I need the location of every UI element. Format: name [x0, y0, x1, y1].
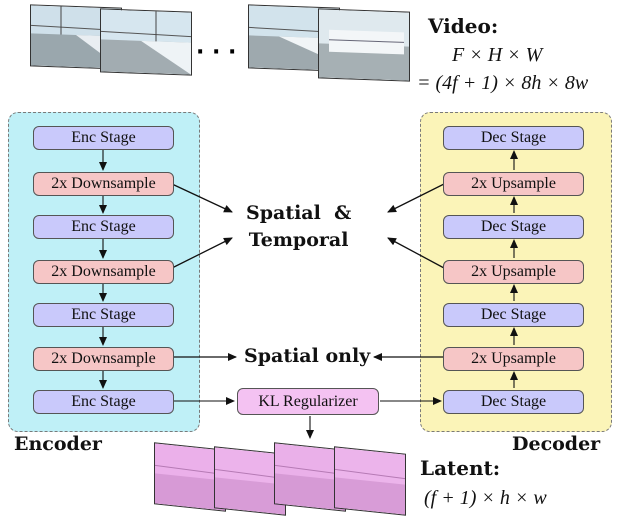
dec-stage-3: Dec Stage [443, 303, 584, 327]
latent-formula: (f + 1) × h × w [424, 487, 547, 509]
up-to-spatial-temporal-arrow [387, 183, 445, 213]
enc-stage-1: Enc Stage [33, 126, 174, 150]
decoder-label: Decoder [512, 433, 601, 455]
spatial-only-label: Spatial only [244, 345, 371, 367]
enc-downsample-3: 2x Downsample [33, 347, 174, 371]
enc-stage-2: Enc Stage [33, 215, 174, 239]
enc-downsample-2: 2x Downsample [33, 260, 174, 284]
video-frame-4 [318, 8, 410, 82]
dec-stage-1: Dec Stage [443, 126, 584, 150]
video-frame-2 [100, 8, 192, 76]
dec-upsample-2: 2x Upsample [443, 260, 584, 284]
video-formula-line-1: F × H × W [452, 44, 543, 66]
enc-stage-4: Enc Stage [33, 390, 174, 414]
up-to-spatial-temporal-arrow [387, 237, 445, 269]
latent-frame-3 [274, 442, 346, 512]
down-to-spatial-temporal-arrow [171, 237, 233, 269]
down-to-spatial-temporal-arrow [171, 183, 233, 213]
latent-title: Latent: [420, 456, 501, 480]
latent-frame-1 [154, 442, 226, 512]
enc-stage-3: Enc Stage [33, 303, 174, 327]
video-ellipsis: · · · [196, 40, 237, 65]
encoder-label: Encoder [14, 433, 102, 455]
latent-frame-2 [214, 446, 286, 516]
video-frame-1 [30, 4, 122, 70]
dec-upsample-3: 2x Upsample [443, 347, 584, 371]
dec-stage-4: Dec Stage [443, 390, 584, 414]
video-formula-line-2: = (4f + 1) × 8h × 8w [417, 72, 589, 94]
enc-downsample-1: 2x Downsample [33, 172, 174, 196]
spatial-temporal-label: Spatial & Temporal [246, 202, 352, 251]
latent-frame-4 [334, 446, 406, 516]
video-title: Video: [428, 14, 499, 38]
dec-upsample-1: 2x Upsample [443, 172, 584, 196]
kl-regularizer: KL Regularizer [237, 388, 379, 415]
dec-stage-2: Dec Stage [443, 215, 584, 239]
